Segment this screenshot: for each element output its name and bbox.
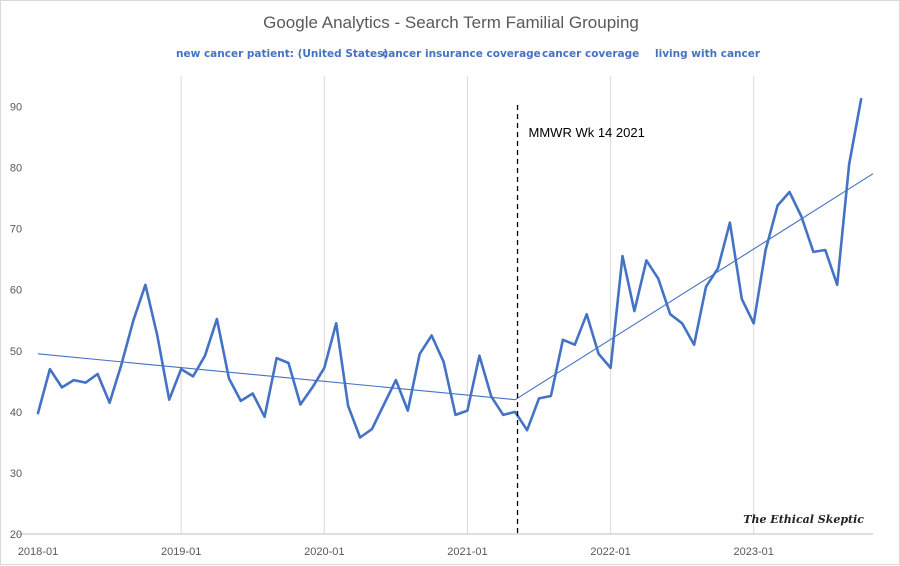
y-tick-label: 30: [10, 468, 22, 480]
watermark-text: The Ethical Skeptic: [743, 513, 864, 526]
grid-layer: [180, 76, 755, 534]
trendline-2: [514, 173, 874, 401]
legend-item-cancer-insurance-coverage: cancer insurance coverage: [382, 48, 541, 60]
x-tick-label: 2023-01: [734, 546, 774, 558]
y-tick-label: 80: [10, 163, 22, 175]
x-tick-label: 2020-01: [304, 546, 344, 558]
legend-item-cancer-coverage: cancer coverage: [542, 48, 639, 60]
chart-title: Google Analytics - Search Term Familial …: [263, 13, 639, 32]
series-line-1: [36, 97, 863, 439]
x-tick-label: 2019-01: [161, 546, 201, 558]
x-tick-label: 2021-01: [447, 546, 487, 558]
annotation-label: MMWR Wk 14 2021: [529, 125, 645, 140]
x-tick-label: 2018-01: [18, 546, 58, 558]
y-tick-label: 40: [10, 407, 22, 419]
legend-item-new-cancer-patient: new cancer patient: (United States): [176, 48, 388, 60]
y-tick-label: 20: [10, 529, 22, 541]
y-tick-label: 90: [10, 102, 22, 114]
trendline-layer: [37, 173, 874, 401]
y-tick-label: 60: [10, 285, 22, 297]
x-tick-label: 2022-01: [590, 546, 630, 558]
series-layer: [36, 97, 863, 439]
y-tick-label: 50: [10, 346, 22, 358]
axis-layer: 2018-01 2019-01 2020-01 2021-01 2022-01 2023-…: [10, 102, 873, 558]
y-tick-label: 70: [10, 224, 22, 236]
legend-item-living-with-cancer: living with cancer: [655, 48, 761, 60]
annotation-layer: MMWR Wk 14 2021: [516, 105, 645, 534]
trendline-1: [37, 353, 516, 401]
